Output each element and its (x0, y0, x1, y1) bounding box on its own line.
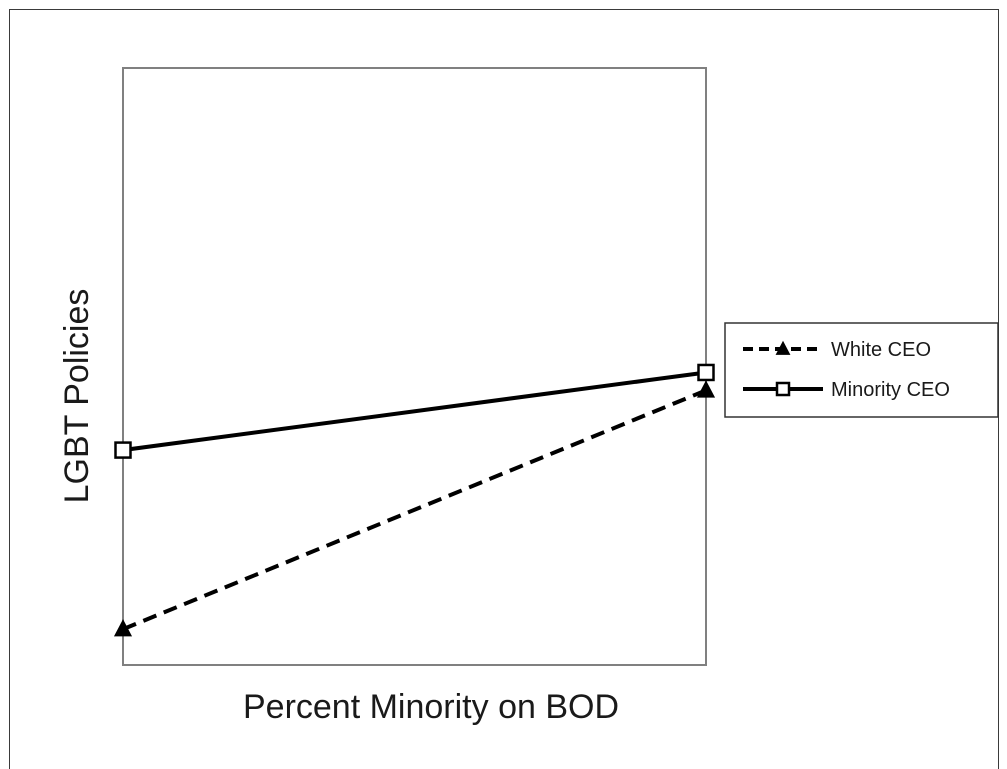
legend: White CEO Minority CEO (724, 322, 999, 418)
data-point-minority-ceo-1 (697, 363, 715, 382)
legend-label-minority-ceo: Minority CEO (831, 379, 950, 401)
legend-label-white-ceo: White CEO (831, 339, 931, 361)
plot-area (122, 67, 707, 666)
series-line-minority-ceo (122, 370, 707, 453)
series-layer (113, 363, 716, 637)
y-axis-title: LGBT Policies (58, 289, 96, 504)
data-point-white-ceo-0 (113, 619, 133, 637)
x-axis-title: Percent Minority on BOD (243, 688, 619, 726)
legend-marker-white-ceo (775, 340, 791, 355)
legend-box (724, 322, 999, 418)
legend-items: White CEO Minority CEO (743, 339, 950, 401)
legend-marker-minority-ceo (775, 381, 791, 397)
series-line-white-ceo (122, 388, 707, 632)
data-point-minority-ceo-0 (114, 441, 132, 459)
data-point-white-ceo-1 (696, 380, 716, 398)
